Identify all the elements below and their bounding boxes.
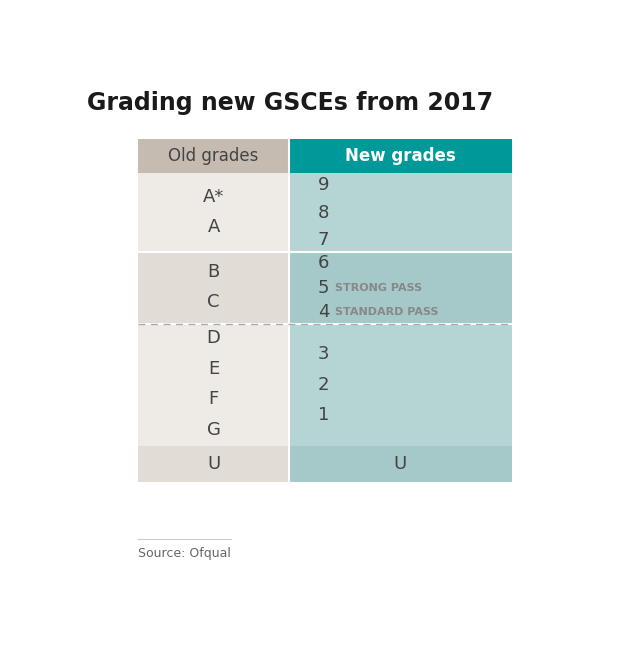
Bar: [139, 252, 289, 324]
Text: 1: 1: [318, 406, 329, 424]
Text: 9: 9: [318, 176, 329, 194]
Bar: [289, 173, 512, 252]
Text: G: G: [207, 421, 220, 439]
Bar: [139, 173, 289, 252]
Bar: [139, 324, 289, 446]
Text: Source: Ofqual: Source: Ofqual: [139, 547, 232, 560]
Text: 4: 4: [318, 303, 329, 321]
Text: D: D: [207, 329, 220, 348]
Bar: [289, 324, 512, 446]
Text: U: U: [394, 455, 407, 473]
Text: Grading new GSCEs from 2017: Grading new GSCEs from 2017: [87, 91, 494, 115]
Text: 7: 7: [318, 231, 329, 249]
Text: New grades: New grades: [345, 147, 456, 165]
Bar: [139, 446, 289, 483]
Text: F: F: [208, 390, 219, 408]
Text: 2: 2: [318, 376, 329, 394]
Bar: [139, 139, 289, 173]
Text: A: A: [207, 218, 220, 236]
Text: Old grades: Old grades: [168, 147, 259, 165]
Text: A*: A*: [203, 188, 224, 205]
Bar: [289, 446, 512, 483]
Text: 3: 3: [318, 345, 329, 363]
Text: 8: 8: [318, 203, 329, 221]
Text: U: U: [207, 455, 220, 473]
Bar: [289, 139, 512, 173]
Bar: [289, 252, 512, 324]
Text: 5: 5: [318, 279, 329, 297]
Text: 6: 6: [318, 254, 329, 272]
Text: C: C: [207, 293, 220, 311]
Text: STANDARD PASS: STANDARD PASS: [335, 307, 439, 317]
Text: STRONG PASS: STRONG PASS: [335, 283, 422, 293]
Text: E: E: [208, 360, 219, 378]
Text: B: B: [208, 263, 220, 281]
